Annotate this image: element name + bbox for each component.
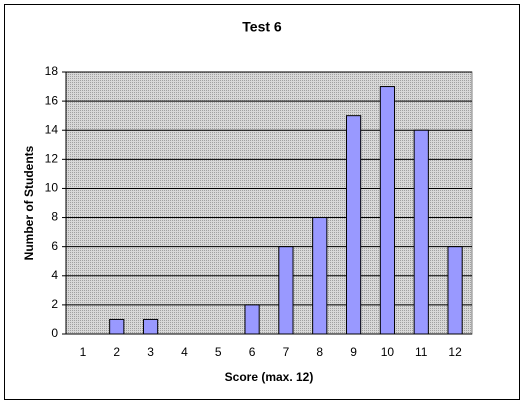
x-tick-label: 7 (283, 345, 290, 359)
y-tick-label: 0 (51, 326, 58, 340)
y-tick-label: 6 (51, 239, 58, 253)
bar (278, 246, 294, 335)
x-tick-label: 2 (113, 345, 120, 359)
y-tick-label: 12 (45, 152, 59, 166)
bar (447, 246, 463, 335)
x-tick-label: 11 (415, 345, 428, 359)
y-tick-label: 14 (45, 122, 59, 136)
x-tick-label: 6 (249, 345, 256, 359)
bar (345, 115, 362, 335)
bar (109, 318, 125, 335)
x-tick-label: 9 (350, 345, 357, 359)
x-tick-label: 5 (215, 345, 222, 359)
y-axis-label: Number of Students (22, 145, 36, 260)
bar (379, 86, 396, 335)
x-tick-label: 8 (316, 345, 323, 359)
y-tick-label: 8 (51, 210, 58, 224)
y-tick-label: 2 (51, 297, 58, 311)
bar (312, 217, 328, 335)
y-tick-label: 4 (51, 268, 58, 282)
x-axis-label: Score (max. 12) (225, 370, 314, 384)
x-tick-label: 1 (80, 345, 87, 359)
bar (244, 304, 260, 335)
bar (413, 129, 429, 335)
y-tick-label: 10 (45, 181, 59, 195)
y-tick-label: 18 (45, 64, 59, 78)
x-tick-label: 4 (181, 345, 188, 359)
y-tick-label: 16 (45, 93, 59, 107)
plot-area (65, 71, 473, 335)
bar (142, 318, 159, 335)
x-tick-label: 12 (448, 345, 462, 359)
x-tick-label: 10 (381, 345, 395, 359)
x-tick-label: 3 (147, 345, 154, 359)
chart-title: Test 6 (242, 19, 282, 35)
